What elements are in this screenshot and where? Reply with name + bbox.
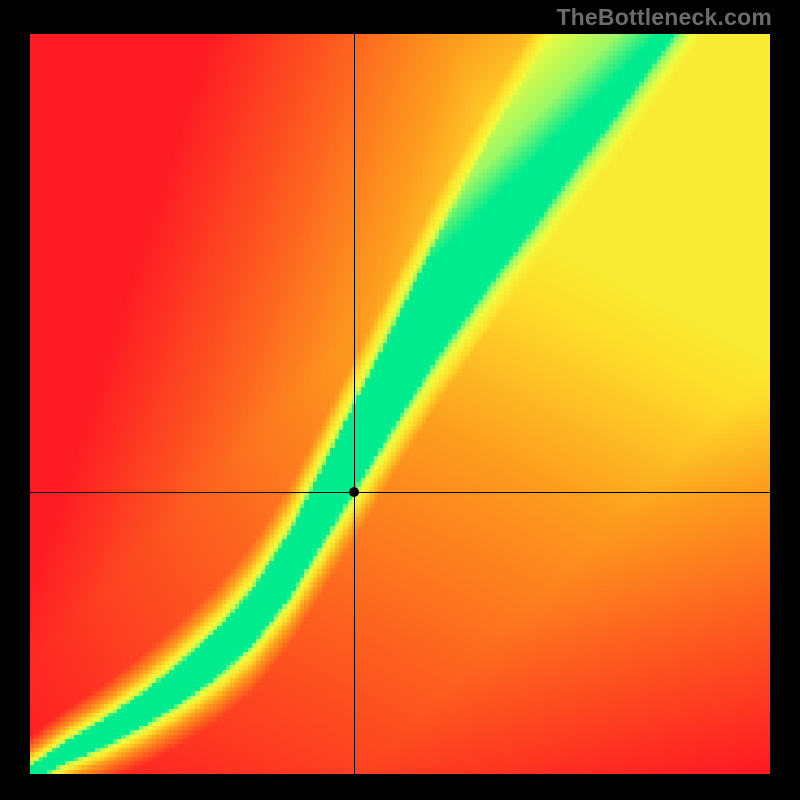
crosshair-vertical — [354, 34, 355, 774]
heatmap-canvas — [30, 34, 770, 774]
watermark-text: TheBottleneck.com — [556, 4, 772, 31]
plot-area — [30, 34, 770, 774]
crosshair-horizontal — [30, 492, 770, 493]
chart-container: TheBottleneck.com — [0, 0, 800, 800]
crosshair-marker — [349, 487, 359, 497]
